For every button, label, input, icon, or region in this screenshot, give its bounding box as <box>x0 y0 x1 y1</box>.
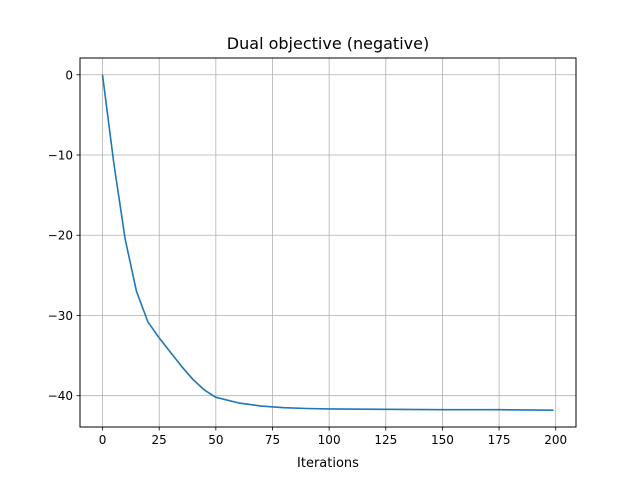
series-line <box>101 74 554 411</box>
grid <box>80 58 576 427</box>
y-tick-label: −30 <box>48 309 73 323</box>
x-tick-label: 0 <box>99 433 107 447</box>
series-lines <box>101 74 554 411</box>
y-tick-label: −10 <box>48 149 73 163</box>
chart-title: Dual objective (negative) <box>227 34 429 53</box>
x-tick-label: 25 <box>152 433 167 447</box>
x-tick-label: 100 <box>318 433 341 447</box>
x-tick-label: 150 <box>431 433 454 447</box>
y-tick-label: −20 <box>48 229 73 243</box>
y-tick-label: −40 <box>48 389 73 403</box>
x-tick-label: 50 <box>208 433 223 447</box>
y-tick-label: 0 <box>65 68 73 82</box>
x-tick-label: 125 <box>374 433 397 447</box>
x-tick-label: 175 <box>488 433 511 447</box>
axes-frame <box>79 57 577 428</box>
ticks: 0 25 50 75 100 125 150 175 200 0 −10 −20 −30 −40 <box>48 68 568 447</box>
x-axis-label: Iterations <box>297 456 359 471</box>
x-tick-label: 75 <box>265 433 280 447</box>
x-tick-label: 200 <box>544 433 567 447</box>
